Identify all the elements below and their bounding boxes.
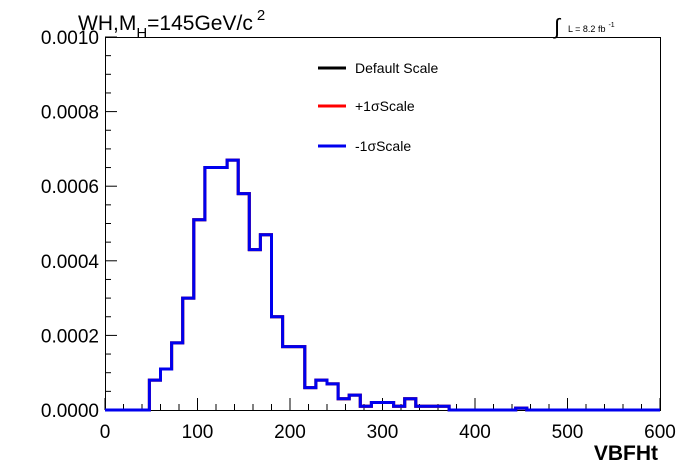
legend-label: Default Scale [355, 60, 438, 76]
y-axis: 0.0000 0.0002 0.0004 0.0006 0.0008 0.0010 [41, 28, 117, 422]
legend-label: +1σScale [355, 98, 415, 114]
y-tick-label: 0.0006 [41, 177, 99, 198]
x-tick-label: 400 [459, 422, 491, 443]
x-axis-label: VBFHt [594, 442, 658, 465]
luminosity-label: L = 8.2 fb -1 [568, 22, 615, 34]
chart-title-superscript: 2 [257, 7, 265, 24]
luminosity-superscript: -1 [608, 22, 614, 29]
x-tick-label: 100 [182, 422, 214, 443]
series-line--1-scale [105, 158, 660, 412]
x-tick-label: 600 [644, 422, 676, 443]
y-tick-label: 0.0010 [41, 28, 99, 49]
series-group [105, 158, 660, 412]
x-tick-label: 0 [100, 422, 111, 443]
x-axis: 0 100 200 300 400 500 600 [100, 398, 676, 443]
x-tick-label: 200 [274, 422, 306, 443]
chart-title-subscript: H [136, 25, 147, 42]
y-tick-label: 0.0008 [41, 103, 99, 124]
legend-label: -1σScale [355, 138, 411, 154]
chart-title-rest: =145GeV/c [147, 12, 253, 35]
luminosity-integral: ∫ [552, 14, 562, 39]
chart-title: WH,MH=145GeV/c 2 [78, 7, 265, 42]
x-tick-label: 500 [552, 422, 584, 443]
y-tick-label: 0.0002 [41, 326, 99, 347]
y-tick-label: 0.0004 [41, 252, 100, 273]
y-tick-label: 0.0000 [41, 401, 99, 422]
legend: Default Scale +1σScale -1σScale [318, 60, 438, 154]
x-tick-label: 300 [367, 422, 399, 443]
